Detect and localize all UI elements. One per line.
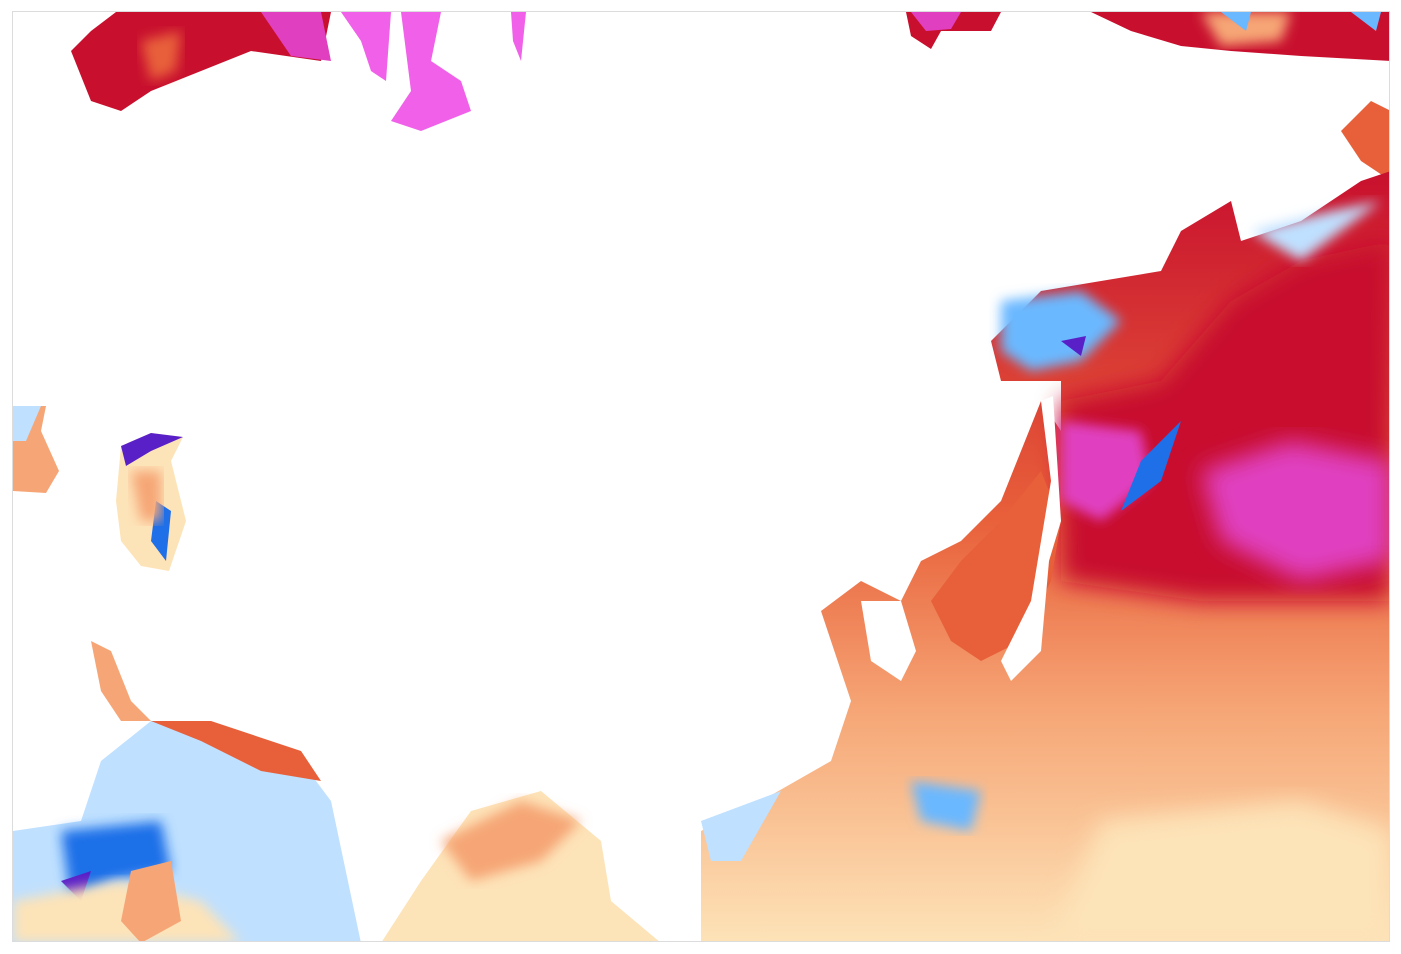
bay-of-bengal-region — [382, 791, 659, 941]
anomaly-map[interactable] — [13, 12, 1390, 942]
arctic-east-region — [906, 12, 1389, 180]
arctic-west-region — [71, 12, 526, 131]
inland-seas — [13, 406, 186, 571]
arabian-sea-region — [13, 641, 361, 941]
japan-korea-land — [861, 396, 1061, 681]
map-frame[interactable] — [12, 11, 1390, 942]
